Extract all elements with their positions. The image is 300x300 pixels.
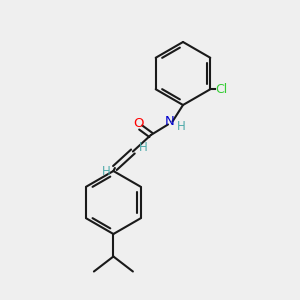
Text: Cl: Cl	[216, 83, 228, 96]
Text: H: H	[139, 141, 148, 154]
Text: H: H	[101, 165, 110, 178]
Text: N: N	[165, 115, 175, 128]
Text: H: H	[176, 120, 185, 134]
Text: O: O	[133, 116, 144, 130]
